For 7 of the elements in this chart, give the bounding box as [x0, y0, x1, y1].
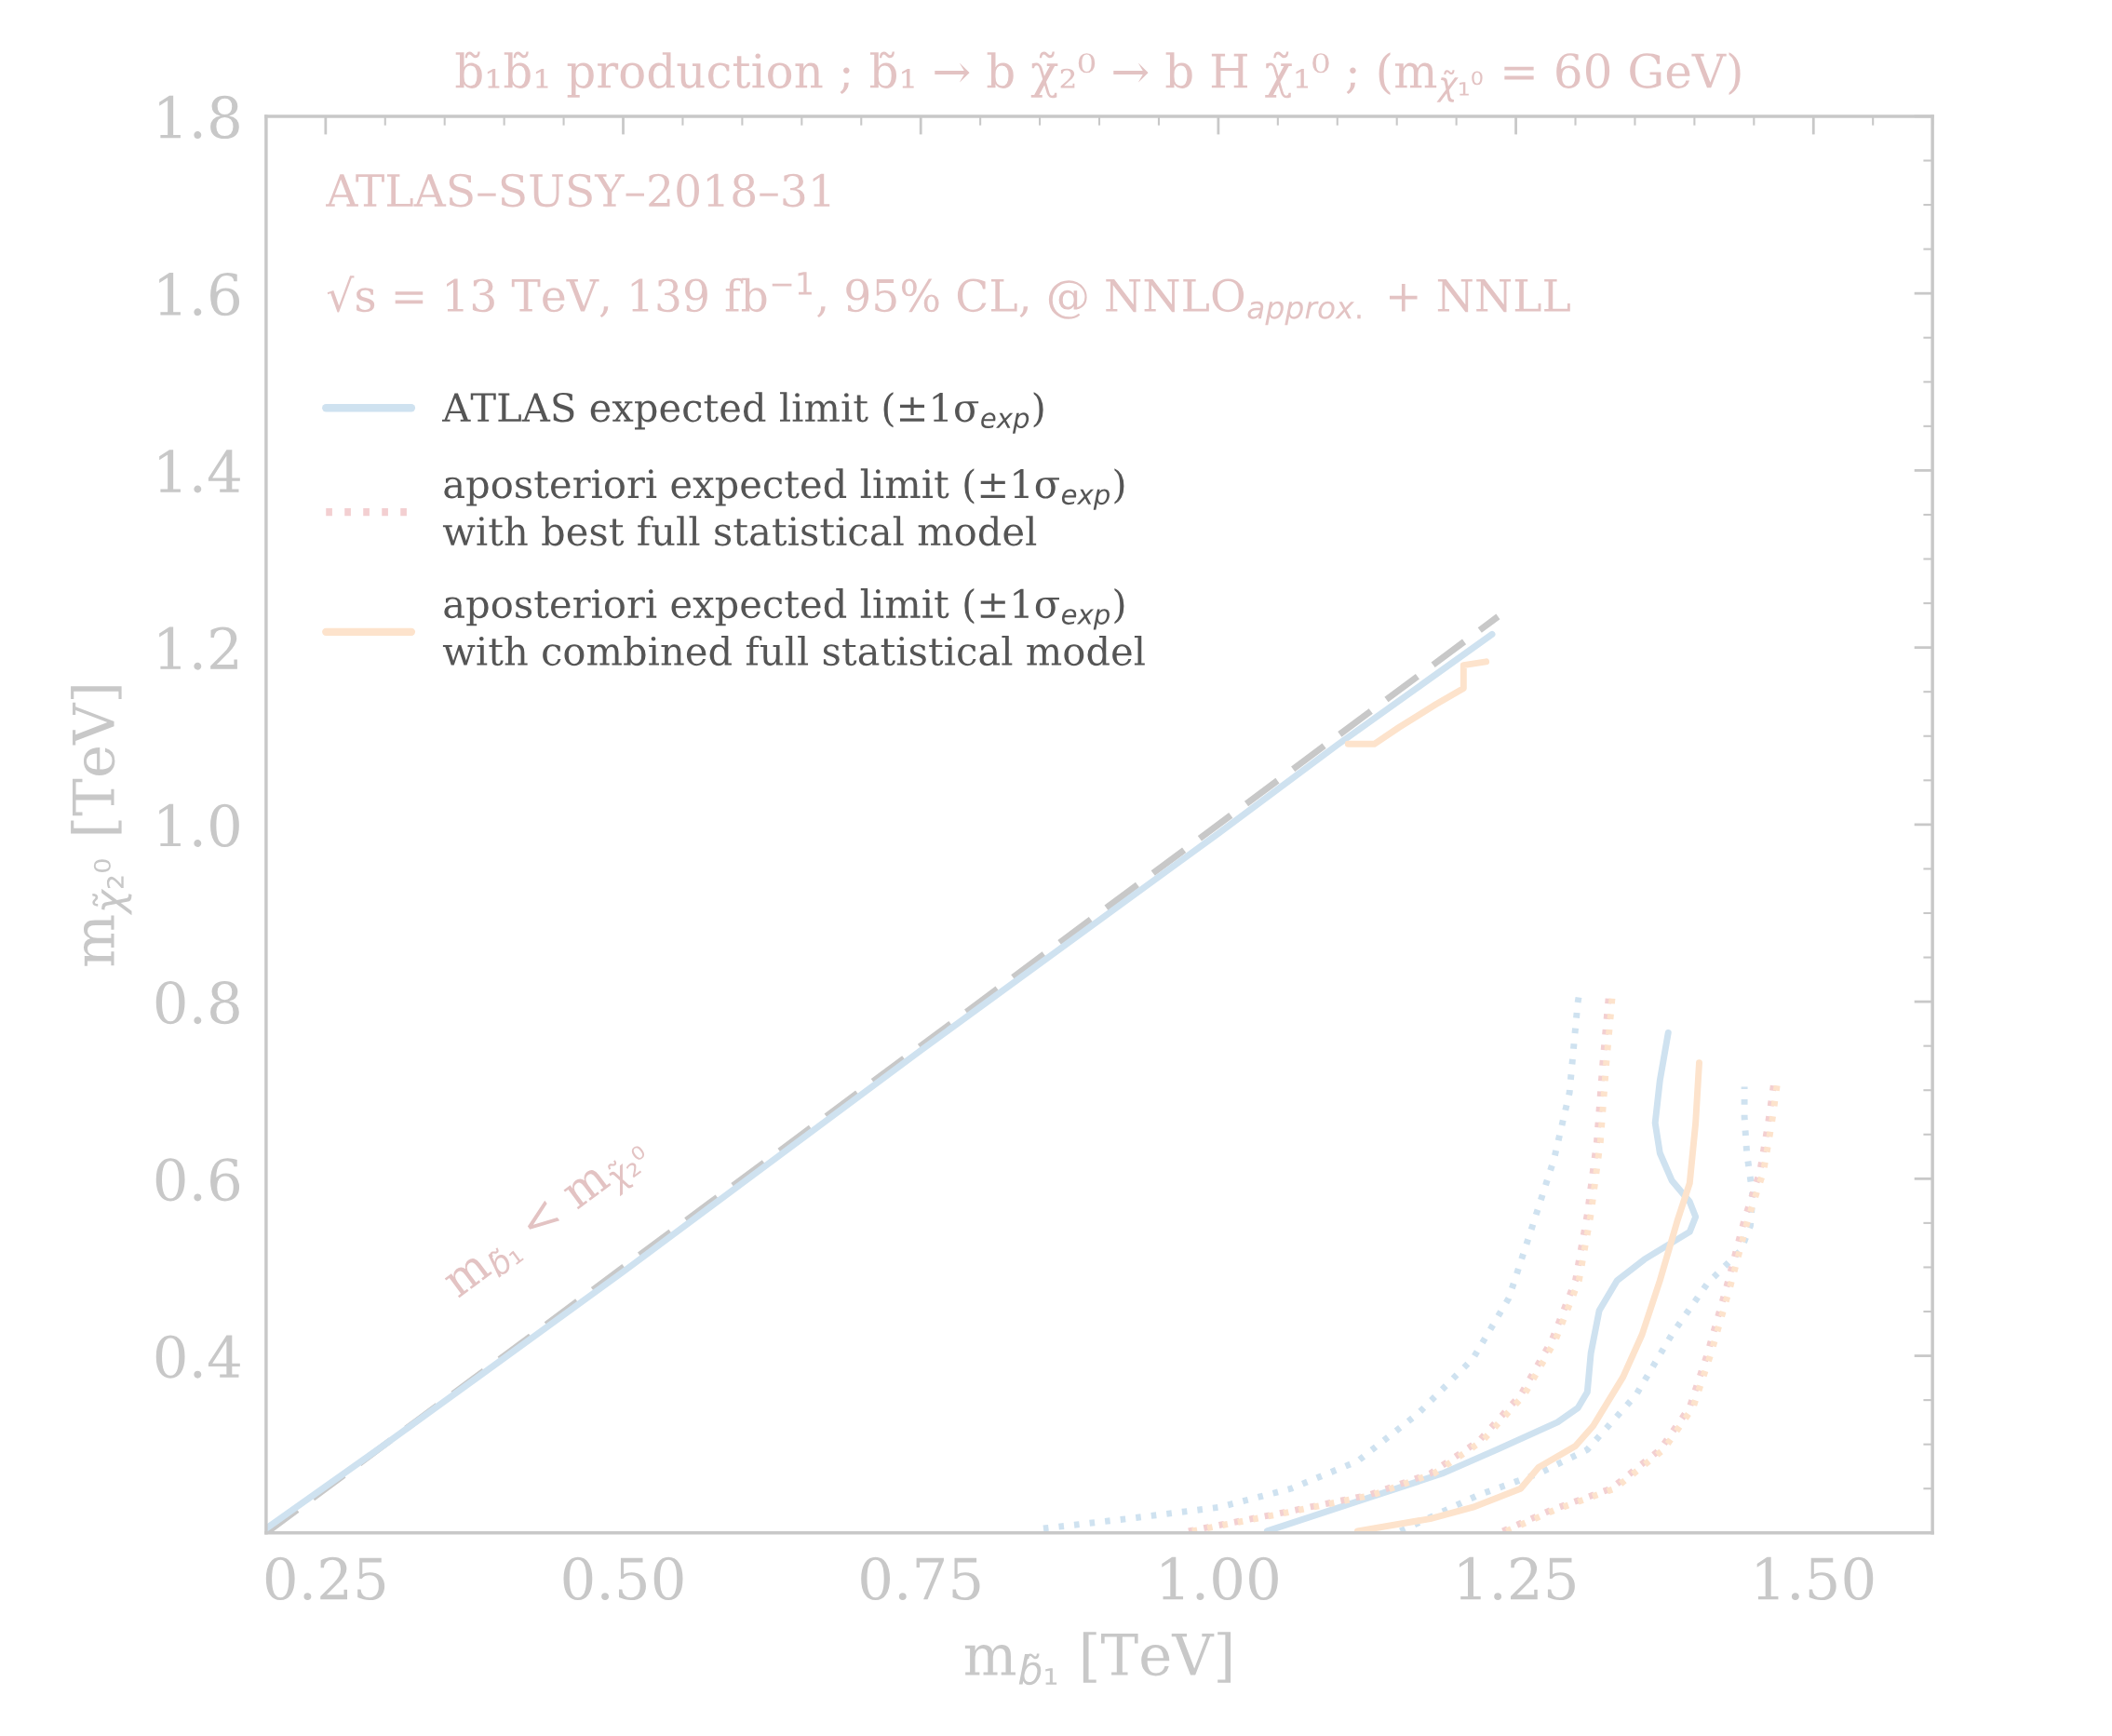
legend-label: aposteriori expected limit (±1σ$_{exp}$) with combined full statistical model	[442, 587, 1145, 666]
chart-title: b̃₁b̃₁ production ; b̃₁ → b χ̃₂⁰ → b H χ̃₁⁰ ; (m$_{χ̃₁⁰}$ = 60 GeV)	[455, 51, 1741, 102]
text: aposteriori expected limit (±1σ$_{exp}$) with best full statistical model	[442, 468, 1124, 546]
annotation: ATLAS–SUSY–2018–31	[326, 173, 830, 208]
legend-label: ATLAS expected limit (±1σ$_{exp}$)	[442, 392, 1043, 434]
annotation: √s = 13 TeV, 139 fb$^{−1}$, 95% CL, @ NNLO$_{approx.}$ + NNLL	[327, 272, 1570, 326]
annotation: m$_{b̃₁}$ < m$_{χ̃₂⁰}$	[442, 1136, 657, 1310]
